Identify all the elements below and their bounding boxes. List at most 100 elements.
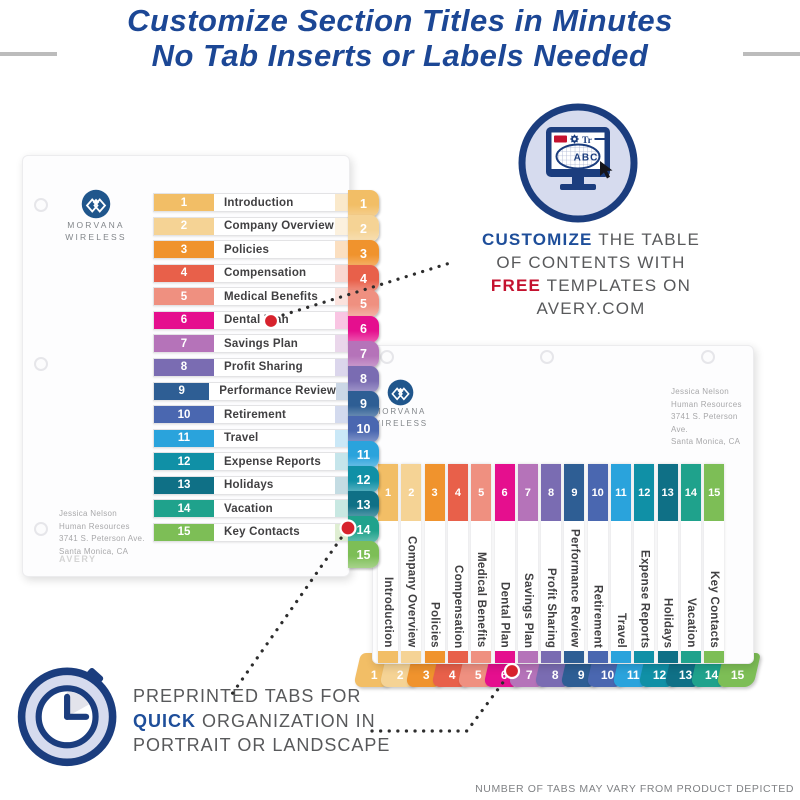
section-row-cap bbox=[335, 406, 348, 424]
bottom-tab-number: 12 bbox=[652, 668, 666, 682]
bottom-tab-number: 15 bbox=[730, 668, 744, 682]
section-title-vertical: Introduction bbox=[382, 577, 394, 648]
section-row-cap bbox=[335, 523, 348, 541]
brand-name-line2: WIRELESS bbox=[372, 419, 428, 428]
edge-tab: 12 bbox=[348, 466, 379, 494]
section-row-cap bbox=[335, 453, 348, 471]
callout-line: QUICK ORGANIZATION IN bbox=[133, 710, 376, 731]
section-column-foot bbox=[401, 651, 422, 663]
section-title-vertical: Retirement bbox=[591, 584, 604, 648]
headline-line1: Customize Section Titles in Minutes bbox=[127, 3, 673, 38]
landscape-column: 3 Policies bbox=[424, 464, 445, 663]
brand-name-line1: MORVANA bbox=[67, 220, 125, 230]
address-line: Human Resources bbox=[59, 521, 130, 531]
edge-tab: 15 bbox=[348, 541, 379, 569]
bottom-tab-number: 6 bbox=[500, 668, 508, 682]
landscape-column: 7 Savings Plan bbox=[517, 464, 538, 663]
callout-line: AVERY.COM bbox=[536, 299, 646, 318]
address-line: Santa Monica, CA bbox=[671, 437, 741, 446]
section-number-header: 1 bbox=[378, 464, 398, 521]
section-column-foot bbox=[378, 651, 398, 663]
brand-logo-icon bbox=[387, 379, 413, 406]
punch-hole bbox=[34, 357, 48, 371]
section-title: Holidays bbox=[224, 479, 274, 492]
toc-row: 3 Policies bbox=[153, 240, 349, 260]
section-number-header: 7 bbox=[517, 464, 538, 521]
bottom-tab-number: 7 bbox=[526, 668, 534, 682]
punch-hole bbox=[34, 522, 48, 536]
edge-tab: 14 bbox=[348, 516, 379, 544]
gear-icon bbox=[570, 134, 579, 144]
section-number-chip: 14 bbox=[154, 500, 214, 518]
edge-tab: 1 bbox=[348, 190, 379, 217]
section-title-vertical: Performance Review bbox=[568, 529, 581, 648]
section-title-vertical: Policies bbox=[428, 602, 441, 648]
brand-name-line1: MORVANA bbox=[373, 407, 427, 416]
section-title-vertical: Dental Plan bbox=[498, 582, 511, 648]
landscape-column: 2 Company Overview bbox=[401, 464, 422, 663]
text-tool-icon: Tr bbox=[582, 136, 593, 146]
section-row-cap bbox=[335, 358, 348, 376]
edge-tab: 13 bbox=[348, 491, 379, 519]
section-row-cap bbox=[335, 476, 348, 494]
edge-tab: 8 bbox=[348, 365, 379, 393]
section-row-cap bbox=[335, 194, 348, 211]
bottom-tab-number: 4 bbox=[448, 668, 456, 682]
section-title-vertical: Company Overview bbox=[405, 536, 418, 648]
footnote: NUMBER OF TABS MAY VARY FROM PRODUCT DEP… bbox=[475, 783, 794, 795]
section-row-cap bbox=[335, 241, 348, 259]
toc-row: 7 Savings Plan bbox=[153, 334, 349, 354]
bottom-tab-number: 14 bbox=[704, 668, 718, 682]
section-title: Medical Benefits bbox=[224, 290, 318, 303]
brand-logo-icon bbox=[81, 189, 111, 219]
toc-row: 8 Profit Sharing bbox=[153, 357, 349, 377]
section-row-cap bbox=[336, 382, 348, 400]
section-title-vertical: Expense Reports bbox=[638, 549, 651, 648]
bottom-tab-number: 9 bbox=[578, 668, 585, 682]
toc-row: 10 Retirement bbox=[153, 405, 349, 425]
section-title: Company Overview bbox=[224, 220, 334, 233]
section-column-foot bbox=[657, 651, 678, 663]
section-title: Savings Plan bbox=[224, 337, 298, 350]
section-column-foot bbox=[611, 651, 631, 663]
edge-tab: 10 bbox=[348, 415, 379, 443]
bottom-tab-number: 2 bbox=[396, 668, 404, 682]
section-row-cap bbox=[335, 500, 348, 518]
headline: Customize Section Titles in Minutes No T… bbox=[0, 3, 800, 73]
toc-row: 2 Company Overview bbox=[153, 216, 349, 236]
address-line: Jessica Nelson bbox=[59, 509, 118, 518]
callout-line: OF CONTENTS WITH bbox=[496, 253, 686, 272]
edge-tab: 7 bbox=[348, 340, 379, 368]
toc-row: 14 Vacation bbox=[153, 499, 349, 519]
section-column-foot bbox=[541, 651, 562, 663]
brand-logo: MORVANA WIRELESS bbox=[36, 189, 156, 243]
section-number-chip: 3 bbox=[154, 241, 214, 259]
toc-row: 4 Compensation bbox=[153, 263, 349, 283]
landscape-column: 15 Key Contacts bbox=[704, 464, 725, 663]
section-title: Retirement bbox=[224, 408, 287, 421]
toc-row: 12 Expense Reports bbox=[153, 452, 349, 472]
section-number-chip: 15 bbox=[154, 523, 214, 541]
section-number-chip: 9 bbox=[154, 382, 210, 400]
section-title-vertical: Savings Plan bbox=[521, 572, 534, 648]
landscape-column: 9 Performance Review bbox=[564, 464, 585, 663]
section-column-foot bbox=[494, 651, 515, 663]
toc-row: 1 Introduction bbox=[153, 193, 349, 212]
section-number-chip: 4 bbox=[154, 264, 214, 282]
bottom-tab-number: 13 bbox=[678, 668, 692, 682]
section-column-foot bbox=[634, 651, 655, 663]
abc-label: ABC bbox=[574, 153, 599, 164]
section-title: Introduction bbox=[224, 196, 294, 209]
grid-oval bbox=[555, 143, 601, 170]
clock-icon bbox=[14, 658, 124, 768]
brand-name-line2: WIRELESS bbox=[65, 232, 127, 242]
section-column-foot bbox=[424, 651, 445, 663]
section-number-header: 11 bbox=[611, 464, 631, 521]
section-number-header: 15 bbox=[704, 464, 725, 521]
section-title: Compensation bbox=[224, 267, 307, 280]
section-number-chip: 2 bbox=[154, 217, 214, 235]
edge-tab: 3 bbox=[348, 240, 379, 268]
section-number-chip: 13 bbox=[154, 476, 214, 494]
preprinted-callout-text: PREPRINTED TABS FOR QUICK ORGANIZATION I… bbox=[133, 684, 390, 758]
edge-tab: 11 bbox=[348, 441, 379, 468]
